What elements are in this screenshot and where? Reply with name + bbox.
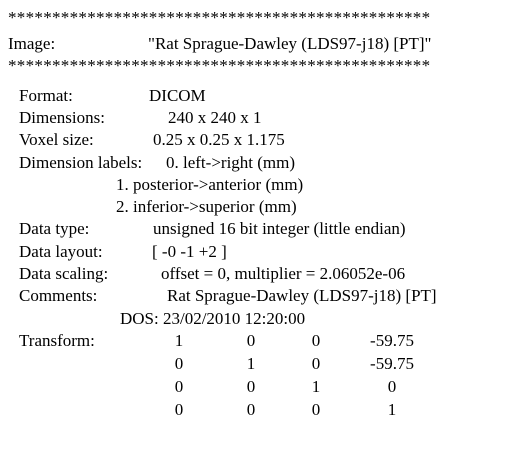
transform-cell: 0 xyxy=(174,354,184,373)
dimensions-value: 240 x 240 x 1 xyxy=(168,108,262,127)
image-label: Image: xyxy=(8,34,56,53)
transform-cell: 0 xyxy=(246,377,256,396)
comments-label: Comments: xyxy=(19,286,98,305)
data-type-label: Data type: xyxy=(19,219,90,238)
data-type-value: unsigned 16 bit integer (little endian) xyxy=(153,219,406,238)
separator-line-top: ****************************************… xyxy=(8,8,431,27)
transform-cell: 1 xyxy=(311,377,321,396)
dimension-label-1: 1. posterior->anterior (mm) xyxy=(116,175,304,194)
transform-cell: 0 xyxy=(174,400,184,419)
separator-line-bottom: ****************************************… xyxy=(8,56,431,75)
data-layout-value: [ -0 -1 +2 ] xyxy=(152,242,227,261)
transform-cell: 1 xyxy=(246,354,256,373)
transform-cell: 0 xyxy=(246,400,256,419)
transform-cell: 0 xyxy=(246,331,256,350)
transform-cell: 0 xyxy=(311,400,321,419)
format-value: DICOM xyxy=(149,86,206,105)
data-scaling-label: Data scaling: xyxy=(19,264,109,283)
format-label: Format: xyxy=(19,86,73,105)
transform-label: Transform: xyxy=(19,331,95,350)
dimension-labels-label: Dimension labels: xyxy=(19,153,143,172)
transform-cell: 0 xyxy=(311,331,321,350)
voxel-size-value: 0.25 x 0.25 x 1.175 xyxy=(153,130,285,149)
dimensions-label: Dimensions: xyxy=(19,108,105,127)
transform-cell: 0 xyxy=(387,377,397,396)
voxel-size-label: Voxel size: xyxy=(19,130,94,149)
image-title: "Rat Sprague-Dawley (LDS97-j18) [PT]" xyxy=(148,34,432,53)
transform-cell: 0 xyxy=(311,354,321,373)
comments-line-2: DOS: 23/02/2010 12:20:00 xyxy=(120,309,306,328)
transform-cell: -59.75 xyxy=(370,331,414,350)
dimension-label-2: 2. inferior->superior (mm) xyxy=(116,197,297,216)
data-layout-label: Data layout: xyxy=(19,242,103,261)
transform-cell: 1 xyxy=(387,400,397,419)
transform-cell: -59.75 xyxy=(370,354,414,373)
data-scaling-value: offset = 0, multiplier = 2.06052e-06 xyxy=(161,264,406,283)
comments-line-1: Rat Sprague-Dawley (LDS97-j18) [PT] xyxy=(167,286,437,305)
dimension-label-0: 0. left->right (mm) xyxy=(166,153,296,172)
transform-cell: 0 xyxy=(174,377,184,396)
transform-cell: 1 xyxy=(174,331,184,350)
